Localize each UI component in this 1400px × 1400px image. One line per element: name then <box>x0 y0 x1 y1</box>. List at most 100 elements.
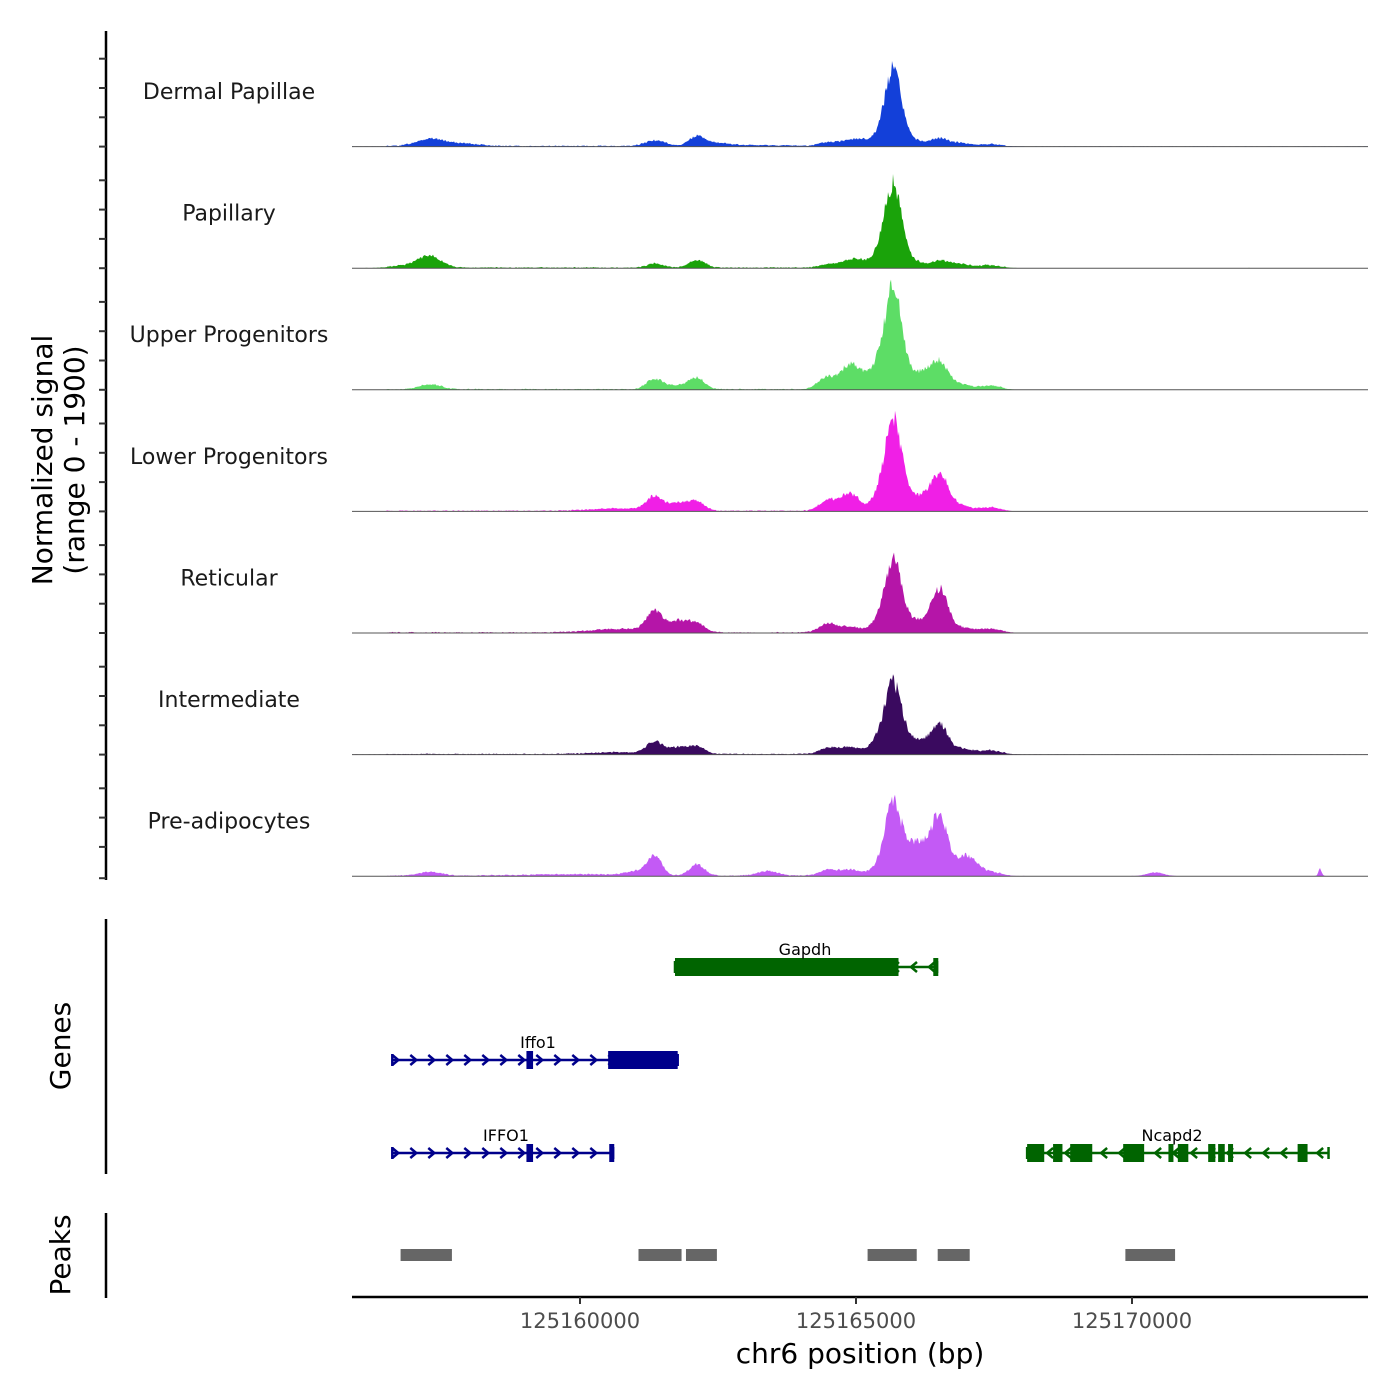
x-tick-label: 125160000 <box>520 1309 640 1333</box>
peak-region <box>937 1249 970 1261</box>
strand-arrow <box>499 1054 509 1066</box>
gene-exon <box>1123 1144 1145 1162</box>
peak-region <box>867 1249 917 1261</box>
gene-exon <box>609 1144 615 1162</box>
gene-ncapd2: Ncapd2 <box>1025 1126 1330 1162</box>
strand-arrow <box>499 1147 509 1159</box>
strand-arrow <box>1243 1147 1252 1159</box>
strand-arrow <box>445 1054 455 1066</box>
gene-iffo1: IFFO1 <box>391 1126 615 1162</box>
peak-region <box>685 1249 717 1261</box>
signal-y-axis <box>99 31 108 880</box>
strand-arrow <box>517 1147 527 1159</box>
gene-exon <box>526 1051 534 1069</box>
track-label: Intermediate <box>158 688 300 713</box>
track-reticular: Reticular <box>180 552 1368 634</box>
signal-tracks: Dermal Papillae Papillary Upper Progenitor… <box>130 61 1368 877</box>
strand-arrow <box>409 1147 419 1159</box>
strand-arrow <box>409 1054 419 1066</box>
gene-exon <box>1053 1144 1063 1162</box>
strand-arrow <box>1153 1147 1162 1159</box>
strand-arrow <box>1099 1147 1108 1159</box>
x-axis-title: chr6 position (bp) <box>736 1337 985 1370</box>
track-label: Dermal Papillae <box>143 80 315 105</box>
strand-arrow <box>463 1054 473 1066</box>
signal-area <box>352 61 1368 147</box>
signal-area <box>352 794 1368 877</box>
y-axis-title-line1: Normalized signal <box>26 335 59 586</box>
track-dermal-papillae: Dermal Papillae <box>143 61 1368 148</box>
strand-arrow <box>445 1147 455 1159</box>
peak-region <box>1125 1249 1176 1261</box>
track-upper-progenitors: Upper Progenitors <box>130 279 1368 391</box>
track-label: Reticular <box>180 566 278 591</box>
strand-arrow <box>571 1147 581 1159</box>
strand-arrow <box>391 1147 401 1159</box>
peaks-track <box>400 1249 1176 1261</box>
gene-exon <box>1228 1144 1234 1162</box>
genes-track: Gapdh Iffo1 IFFO1 Ncapd2 <box>391 940 1330 1162</box>
strand-arrow <box>589 1054 599 1066</box>
strand-arrow <box>1117 1147 1126 1159</box>
strand-arrow <box>1045 1147 1054 1159</box>
gene-exon <box>526 1144 534 1162</box>
peaks-panel-title: Peaks <box>44 1214 77 1295</box>
strand-arrow <box>535 1147 545 1159</box>
strand-arrow <box>909 961 918 973</box>
peak-region <box>638 1249 682 1261</box>
signal-axis-ticks <box>99 57 106 880</box>
track-label: Pre-adipocytes <box>148 810 311 835</box>
x-axis-ticks: 125160000 125165000 125170000 <box>520 1297 1192 1333</box>
gene-iffo1: Iffo1 <box>391 1033 679 1069</box>
signal-area <box>352 552 1368 633</box>
strand-arrow <box>391 1054 401 1066</box>
gene-exon <box>933 958 939 976</box>
gene-exon <box>1208 1144 1216 1162</box>
strand-arrow <box>427 1147 437 1159</box>
track-lower-progenitors: Lower Progenitors <box>130 410 1368 512</box>
strand-arrow <box>535 1054 545 1066</box>
signal-area <box>352 674 1368 755</box>
gene-label: Gapdh <box>779 940 832 959</box>
gene-label: Ncapd2 <box>1141 1126 1202 1145</box>
strand-arrow <box>481 1054 491 1066</box>
track-intermediate: Intermediate <box>158 674 1368 756</box>
strand-arrow <box>1261 1147 1270 1159</box>
gene-exon <box>1297 1144 1308 1162</box>
gene-exon <box>1218 1144 1225 1162</box>
signal-area <box>352 410 1368 512</box>
x-tick-label: 125170000 <box>1072 1309 1192 1333</box>
strand-arrow <box>481 1147 491 1159</box>
gene-exon <box>674 958 899 976</box>
strand-arrow <box>1315 1147 1324 1159</box>
gene-exon <box>1070 1144 1093 1162</box>
strand-arrow <box>1063 1147 1072 1159</box>
strand-arrow <box>571 1054 581 1066</box>
y-axis-title-line2: (range 0 - 1900) <box>58 345 91 574</box>
gene-gapdh: Gapdh <box>673 940 939 976</box>
x-tick-label: 125165000 <box>796 1309 916 1333</box>
gene-exon <box>1177 1144 1189 1162</box>
signal-area <box>352 174 1368 269</box>
track-label: Papillary <box>182 202 276 227</box>
signal-area <box>352 279 1368 390</box>
gene-exon <box>1168 1144 1174 1162</box>
track-papillary: Papillary <box>182 174 1368 269</box>
genes-panel-title: Genes <box>44 1002 77 1090</box>
strand-arrow <box>517 1054 527 1066</box>
gene-exon <box>1027 1144 1045 1162</box>
gene-label: Iffo1 <box>520 1033 556 1052</box>
track-label: Lower Progenitors <box>130 445 328 470</box>
peak-region <box>400 1249 452 1261</box>
strand-arrow <box>553 1147 563 1159</box>
strand-arrow <box>927 961 936 973</box>
strand-arrow <box>553 1054 563 1066</box>
strand-arrow <box>463 1147 473 1159</box>
strand-arrow <box>589 1147 599 1159</box>
strand-arrow <box>1279 1147 1288 1159</box>
track-label: Upper Progenitors <box>130 323 329 348</box>
strand-arrow <box>427 1054 437 1066</box>
gene-label: IFFO1 <box>483 1126 529 1145</box>
gene-exon <box>608 1051 678 1069</box>
